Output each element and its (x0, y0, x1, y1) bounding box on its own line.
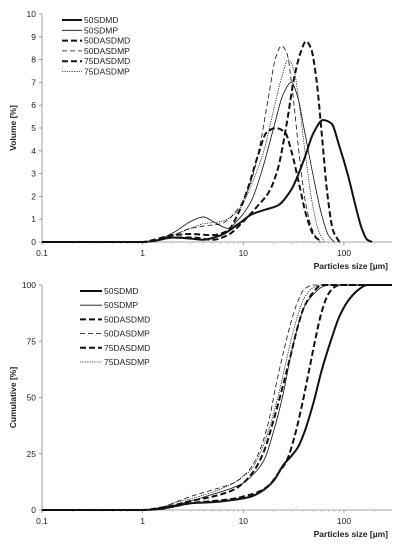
legend-label: 50SDMP (84, 25, 118, 35)
y-tick-label: 10 (27, 9, 37, 19)
legend-label: 75DASDMD (104, 343, 150, 353)
legend-label: 50SDMD (84, 15, 118, 25)
legend-label: 75DASDMD (84, 56, 130, 66)
y-tick-label: 7 (31, 77, 36, 87)
legend-label: 50DASDMD (84, 36, 130, 46)
series-line-50DASDMP (42, 284, 392, 511)
y-tick-label: 5 (31, 123, 36, 133)
legend-label: 50SDMD (104, 286, 138, 296)
x-tick-label: 100 (337, 248, 351, 258)
legend-label: 50SDMP (104, 300, 138, 310)
series-line-50SDMP (41, 82, 335, 243)
legend-label: 50DASDMP (104, 329, 150, 339)
y-axis-title: Volume [%] (8, 105, 18, 151)
series-line-50DASDMD (41, 127, 323, 243)
x-tick-label: 1 (140, 516, 145, 526)
y-tick-label: 8 (31, 55, 36, 65)
series-line-75DASDMP (42, 284, 392, 511)
x-tick-label: 10 (239, 248, 249, 258)
chart-1: 0 1 2 3 4 5 6 7 8 9 10 0.1 1 10 100 Volume [%] Particles… (8, 9, 392, 271)
series-line-50DASDMD (42, 284, 392, 511)
y-tick-label: 1 (31, 214, 36, 224)
legend: 50SDMD50SDMP50DASDMD50DASDMP75DASDMD75DA… (62, 15, 130, 77)
legend-label: 50DASDMP (84, 46, 130, 56)
series-line-75DASDMD (41, 40, 341, 243)
x-tick-label: 10 (239, 516, 249, 526)
y-tick-label: 9 (31, 32, 36, 42)
y-tick-label: 6 (31, 100, 36, 110)
x-axis-title: Particles size [µm] (314, 529, 389, 539)
y-tick-label: 100 (22, 280, 36, 290)
chart-2: 0 25 50 75 100 0.1 1 10 100 Cumulative [%] Particl… (8, 280, 392, 539)
legend-label: 75DASDMP (104, 357, 150, 367)
series-line-50SDMD (42, 284, 392, 511)
y-tick-label: 3 (31, 169, 36, 179)
y-tick-label: 50 (27, 393, 37, 403)
x-tick-label: 0.1 (36, 248, 48, 258)
y-tick-label: 75 (27, 336, 37, 346)
x-tick-label: 100 (337, 516, 351, 526)
y-tick-label: 0 (31, 505, 36, 515)
legend: 50SDMD 50SDMP 50DASDMD 50DASDMP 75DASDMD 75DA… (80, 286, 150, 367)
y-tick-label: 0 (31, 237, 36, 247)
x-tick-label: 1 (140, 248, 145, 258)
series-line-50SDMD (41, 119, 373, 243)
legend-label: 50DASDMD (104, 314, 150, 324)
series-line-75DASDMP (41, 59, 325, 243)
y-tick-label: 25 (27, 449, 37, 459)
x-axis-title: Particles size [µm] (314, 261, 389, 271)
y-tick-label: 2 (31, 191, 36, 201)
y-axis-title: Cumulative [%] (8, 367, 18, 429)
y-tick-label: 4 (31, 146, 36, 156)
series-line-75DASDMD (42, 284, 392, 511)
x-tick-label: 0.1 (36, 516, 48, 526)
legend-label: 75DASDMP (84, 67, 130, 77)
